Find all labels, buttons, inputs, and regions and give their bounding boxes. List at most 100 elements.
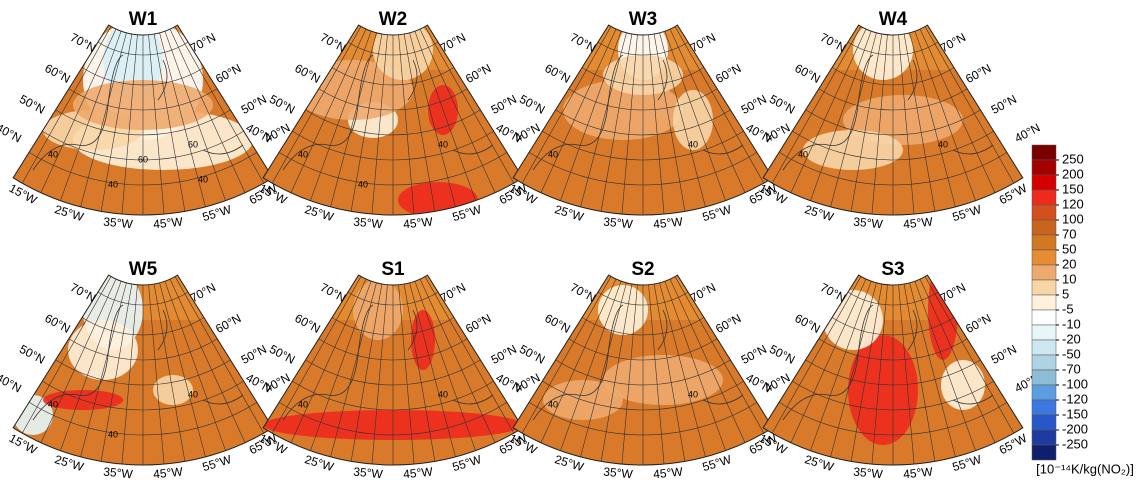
latitude-label: 60°N bbox=[463, 61, 493, 86]
map-border bbox=[262, 274, 524, 466]
parallel bbox=[305, 109, 481, 136]
longitude-label: 35°W bbox=[603, 465, 634, 482]
colorbar-swatch bbox=[1031, 444, 1057, 461]
contour-label: 40 bbox=[48, 149, 58, 159]
parallel bbox=[55, 109, 231, 136]
map-border bbox=[262, 24, 524, 216]
parallel bbox=[597, 291, 689, 306]
map-border bbox=[12, 24, 274, 216]
colorbar-label: -10 bbox=[1062, 316, 1081, 331]
latitude-label: 60°N bbox=[792, 311, 822, 336]
latitude-label: 60°N bbox=[42, 61, 72, 86]
latitude-label: 50°N bbox=[239, 342, 269, 367]
coastline bbox=[532, 304, 744, 421]
latitude-label: 50°N bbox=[767, 92, 797, 117]
longitude-label: 45°W bbox=[653, 214, 684, 231]
parallel bbox=[792, 380, 994, 411]
latitude-label: 60°N bbox=[292, 311, 322, 336]
parallel bbox=[28, 402, 258, 436]
parallel bbox=[831, 317, 955, 336]
parallel bbox=[81, 67, 205, 86]
panel-title: W2 bbox=[379, 9, 408, 30]
latitude-label: 60°N bbox=[292, 61, 322, 86]
latitude-label: 70°N bbox=[938, 280, 968, 305]
colorbar-label: -50 bbox=[1062, 346, 1081, 361]
longitude-label: 45°W bbox=[903, 214, 934, 231]
coastline bbox=[32, 54, 244, 171]
parallel bbox=[68, 338, 218, 361]
coastline bbox=[532, 54, 744, 171]
parallel bbox=[28, 152, 258, 186]
panel-title: W5 bbox=[129, 259, 158, 280]
field-patch bbox=[803, 130, 903, 170]
latitude-label: 50°N bbox=[17, 342, 47, 367]
contour-label: 40 bbox=[188, 389, 198, 399]
parallel bbox=[555, 359, 731, 386]
longitude-label: 45°W bbox=[153, 464, 184, 481]
colorbar-swatch bbox=[1031, 429, 1057, 446]
latitude-label: 70°N bbox=[688, 280, 718, 305]
colorbar-swatch bbox=[1031, 294, 1057, 311]
parallel bbox=[568, 338, 718, 361]
colorbar-label: -5 bbox=[1062, 301, 1074, 316]
parallel bbox=[818, 338, 968, 361]
latitude-label: 50°N bbox=[989, 92, 1019, 117]
latitude-label: 50°N bbox=[267, 342, 297, 367]
contour-label: 60 bbox=[138, 154, 148, 164]
coastline bbox=[282, 54, 494, 171]
colorbar-swatch bbox=[1031, 384, 1057, 401]
parallel bbox=[778, 152, 1008, 186]
colorbar-label: -70 bbox=[1062, 361, 1081, 376]
parallel bbox=[55, 359, 231, 386]
colorbar-swatch bbox=[1031, 219, 1057, 236]
longitude-label: 45°W bbox=[903, 464, 934, 481]
latitude-label: 60°N bbox=[963, 61, 993, 86]
parallel bbox=[597, 41, 689, 56]
contour-label: 40 bbox=[438, 139, 448, 149]
parallel bbox=[278, 402, 508, 436]
colorbar-label: -120 bbox=[1062, 391, 1088, 406]
latitude-label: 60°N bbox=[213, 311, 243, 336]
longitude-label: 35°W bbox=[103, 465, 134, 482]
longitude-label: 35°W bbox=[353, 215, 384, 232]
latitude-label: 60°N bbox=[713, 311, 743, 336]
latitude-label: 40°N bbox=[1012, 120, 1042, 145]
colorbar-label: 250 bbox=[1062, 151, 1084, 166]
longitude-label: 35°W bbox=[353, 465, 384, 482]
panel-title: W3 bbox=[629, 9, 658, 30]
colorbar-swatch bbox=[1031, 369, 1057, 386]
parallel bbox=[97, 291, 189, 306]
parallel bbox=[542, 130, 744, 161]
colorbar-swatch bbox=[1031, 309, 1057, 326]
latitude-label: 50°N bbox=[739, 92, 769, 117]
latitude-label: 60°N bbox=[713, 61, 743, 86]
field-patch bbox=[543, 380, 623, 420]
coastline bbox=[282, 304, 494, 421]
map-border bbox=[512, 24, 774, 216]
parallel bbox=[555, 109, 731, 136]
parallel bbox=[292, 130, 494, 161]
colorbar-swatch bbox=[1031, 249, 1057, 266]
latitude-label: 60°N bbox=[542, 61, 572, 86]
latitude-label: 70°N bbox=[688, 30, 718, 55]
parallel bbox=[581, 317, 705, 336]
parallel bbox=[318, 338, 468, 361]
colorbar-swatch bbox=[1031, 279, 1057, 296]
latitude-label: 50°N bbox=[267, 92, 297, 117]
longitude-label: 45°W bbox=[403, 214, 434, 231]
colorbar-swatch bbox=[1031, 339, 1057, 356]
parallel bbox=[818, 88, 968, 111]
latitude-label: 50°N bbox=[517, 92, 547, 117]
parallel bbox=[528, 152, 758, 186]
parallel bbox=[805, 109, 981, 136]
field-patch bbox=[68, 320, 138, 380]
contour-label: 40 bbox=[198, 174, 208, 184]
latitude-label: 60°N bbox=[42, 311, 72, 336]
